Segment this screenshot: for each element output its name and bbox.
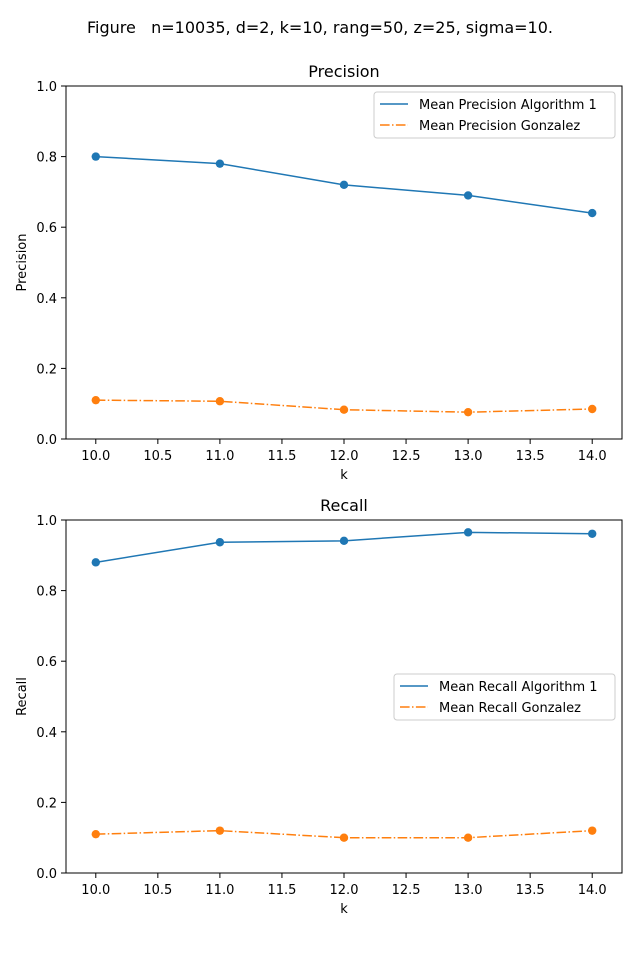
data-point-algorithm-1	[463, 528, 473, 537]
plot-area-frame	[65, 85, 623, 440]
precision-chart: Precision 10.0 10.5 11.0 11.5 12.0 12.5 13.0 13.…	[15, 62, 623, 483]
y-tick-label: 0.8	[36, 585, 57, 600]
series-line-gonzalez	[95, 399, 593, 413]
y-tick-label: 1.0	[36, 514, 57, 529]
data-point-algorithm-1	[463, 191, 473, 200]
x-tick-label: 12.0	[330, 883, 359, 898]
data-point-algorithm-1	[91, 558, 100, 567]
data-point-gonzalez	[588, 404, 597, 414]
legend-label-gonzalez: Mean Recall Gonzalez	[439, 701, 581, 716]
data-point-gonzalez	[91, 829, 100, 839]
y-tick-label: 0.6	[36, 221, 57, 236]
x-tick-label: 13.0	[454, 883, 483, 898]
x-tick-label: 10.5	[143, 883, 172, 898]
data-point-gonzalez	[463, 407, 473, 417]
x-tick-label: 11.0	[205, 883, 234, 898]
x-tick-label: 12.5	[392, 449, 421, 464]
data-point-algorithm-1	[91, 152, 100, 161]
data-point-gonzalez	[339, 833, 349, 842]
legend-label-algorithm-1: Mean Precision Algorithm 1	[419, 98, 597, 113]
y-axis-label: Recall	[15, 677, 30, 716]
y-tick-label: 0.6	[36, 655, 57, 670]
chart-title: Precision	[308, 62, 379, 81]
y-axis-label: Precision	[15, 233, 30, 291]
data-point-algorithm-1	[215, 159, 225, 168]
chart-title: Recall	[320, 496, 368, 515]
x-tick-label: 13.0	[454, 449, 483, 464]
legend-box	[393, 673, 616, 721]
data-point-algorithm-1	[588, 529, 597, 538]
x-tick-label: 12.0	[330, 449, 359, 464]
x-tick-label: 11.5	[267, 883, 296, 898]
y-tick-label: 0.8	[36, 151, 57, 166]
data-point-gonzalez	[215, 826, 225, 835]
legend-label-algorithm-1: Mean Recall Algorithm 1	[439, 680, 598, 695]
y-tick-label: 0.4	[36, 726, 57, 741]
legend: Mean Precision Algorithm 1 Mean Precision…	[373, 91, 616, 139]
data-point-gonzalez	[588, 826, 597, 835]
legend-box	[373, 91, 616, 139]
x-tick-label: 12.5	[392, 883, 421, 898]
x-axis-label: k	[340, 902, 348, 917]
x-tick-label: 11.5	[267, 449, 296, 464]
y-tick-label: 0.0	[36, 433, 57, 448]
series-line-gonzalez	[95, 829, 593, 839]
data-point-algorithm-1	[588, 208, 597, 218]
x-tick-label: 13.5	[516, 449, 545, 464]
recall-chart: Recall 10.0 10.5 11.0 11.5 12.0 12.5 13.0 13.5 14…	[15, 496, 623, 917]
legend-label-gonzalez: Mean Precision Gonzalez	[419, 119, 580, 134]
data-point-gonzalez	[215, 397, 225, 406]
x-tick-label: 14.0	[578, 449, 607, 464]
x-tick-label: 14.0	[578, 883, 607, 898]
y-tick-label: 0.0	[36, 867, 57, 882]
x-tick-label: 11.0	[205, 449, 234, 464]
data-point-gonzalez	[91, 395, 100, 405]
data-point-gonzalez	[463, 833, 473, 842]
y-tick-label: 1.0	[36, 80, 57, 95]
x-tick-label: 10.5	[143, 449, 172, 464]
data-point-algorithm-1	[339, 536, 349, 546]
y-tick-label: 0.4	[36, 292, 57, 307]
x-tick-label: 10.0	[81, 449, 110, 464]
data-point-algorithm-1	[215, 538, 225, 547]
data-point-gonzalez	[339, 405, 349, 414]
y-tick-label: 0.2	[36, 362, 57, 377]
figure-title: Figure n=10035, d=2, k=10, rang=50, z=25…	[87, 18, 553, 37]
y-tick-label: 0.2	[36, 796, 57, 811]
x-tick-label: 13.5	[516, 883, 545, 898]
x-tick-label: 10.0	[81, 883, 110, 898]
x-axis-label: k	[340, 468, 348, 483]
data-point-algorithm-1	[339, 180, 349, 190]
legend: Mean Recall Algorithm 1 Mean Recall Gonza…	[393, 673, 616, 721]
